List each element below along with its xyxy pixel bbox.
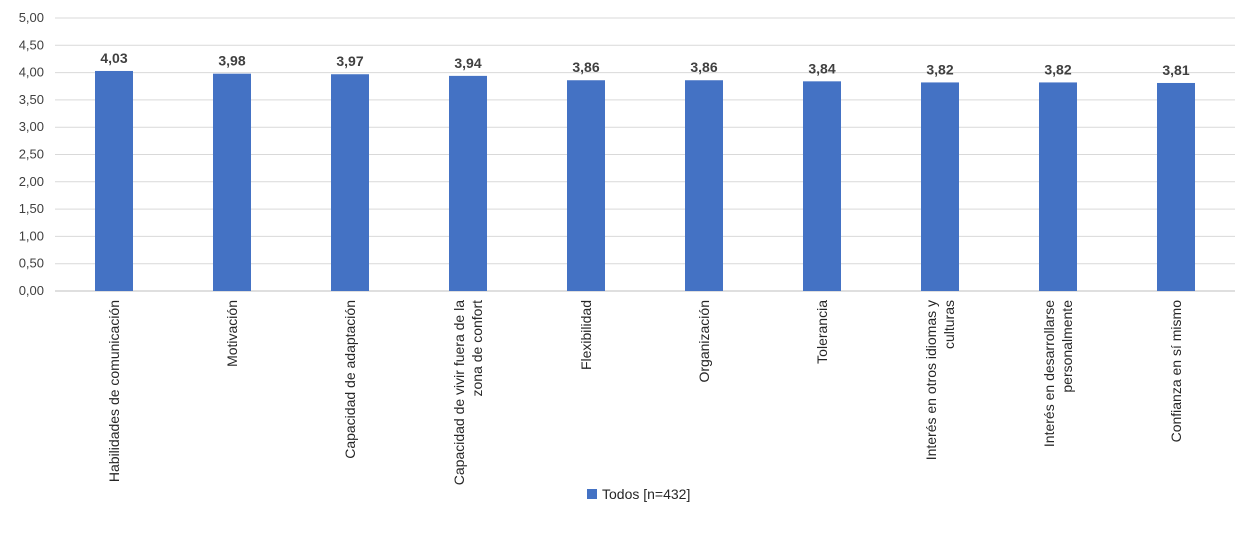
- legend: Todos [n=432]: [587, 486, 690, 502]
- x-tick-label-line: Capacidad de vivir fuera de la: [451, 300, 467, 485]
- y-tick-label: 4,50: [19, 37, 44, 52]
- x-tick-label: Tolerancia: [814, 300, 830, 364]
- x-tick-label-line: zona de confort: [469, 300, 485, 397]
- data-label: 3,86: [572, 59, 599, 75]
- bar: [567, 80, 605, 291]
- data-label: 3,86: [690, 59, 717, 75]
- y-tick-label: 3,00: [19, 119, 44, 134]
- x-tick-label: Capacidad de adaptación: [342, 300, 358, 459]
- x-tick-label: Interés en otros idiomas y culturas: [923, 300, 957, 460]
- data-label: 3,82: [926, 61, 953, 77]
- x-tick-label: Interés en desarrollarse personalmente: [1041, 300, 1075, 447]
- x-tick-label-line: Tolerancia: [814, 300, 830, 364]
- data-label: 3,98: [218, 53, 245, 69]
- gridlines: [55, 17, 1235, 292]
- x-tick-label-line: Interés en desarrollarse: [1041, 300, 1057, 447]
- data-label: 3,97: [336, 53, 363, 69]
- y-tick-label: 1,50: [19, 201, 44, 216]
- y-tick-label: 0,50: [19, 256, 44, 271]
- bar: [1157, 82, 1195, 291]
- data-labels: 4,03 3,98 3,97 3,94 3,86 3,86 3,84 3,82 3,82 3,81: [100, 50, 1189, 78]
- x-tick-label: Flexibilidad: [578, 300, 594, 370]
- y-tick-label: 1,00: [19, 228, 44, 243]
- bar: [921, 82, 959, 291]
- y-tick-label: 4,00: [19, 65, 44, 80]
- x-tick-label: Organización: [696, 300, 712, 383]
- bar: [1039, 82, 1077, 291]
- x-tick-label-line: Capacidad de adaptación: [342, 300, 358, 459]
- legend-label: Todos [n=432]: [602, 486, 691, 502]
- bars: [95, 70, 1195, 291]
- x-axis: Habilidades de comunicación Motivación Cap…: [106, 300, 1184, 485]
- y-tick-label: 0,00: [19, 283, 44, 298]
- data-label: 4,03: [100, 50, 127, 66]
- bar: [685, 80, 723, 291]
- bar: [331, 74, 369, 291]
- x-tick-label: Habilidades de comunicación: [106, 300, 122, 482]
- bar: [95, 70, 133, 291]
- data-label: 3,82: [1044, 61, 1071, 77]
- bar: [213, 73, 251, 291]
- x-tick-label-line: Organización: [696, 300, 712, 383]
- data-label: 3,94: [454, 55, 481, 71]
- bar: [803, 81, 841, 291]
- y-tick-label: 5,00: [19, 10, 44, 25]
- x-tick-label: Motivación: [224, 300, 240, 367]
- x-tick-label-line: Flexibilidad: [578, 300, 594, 370]
- x-tick-label-line: culturas: [941, 300, 957, 349]
- bar: [449, 75, 487, 291]
- legend-swatch: [587, 489, 597, 499]
- y-tick-label: 2,50: [19, 147, 44, 162]
- y-tick-label: 2,00: [19, 174, 44, 189]
- x-tick-label-line: Habilidades de comunicación: [106, 300, 122, 482]
- x-tick-label-line: Motivación: [224, 300, 240, 367]
- x-tick-label: Confianza en sí mismo: [1168, 300, 1184, 443]
- x-tick-label-line: Confianza en sí mismo: [1168, 300, 1184, 443]
- y-axis: 0,00 0,50 1,00 1,50 2,00 2,50 3,00 3,50 4,00 4,50…: [19, 10, 44, 298]
- data-label: 3,81: [1162, 62, 1189, 78]
- data-label: 3,84: [808, 60, 835, 76]
- x-tick-label-line: personalmente: [1059, 300, 1075, 393]
- x-tick-label-line: Interés en otros idiomas y: [923, 300, 939, 460]
- x-tick-label: Capacidad de vivir fuera de la zona de co…: [451, 300, 485, 485]
- y-tick-label: 3,50: [19, 92, 44, 107]
